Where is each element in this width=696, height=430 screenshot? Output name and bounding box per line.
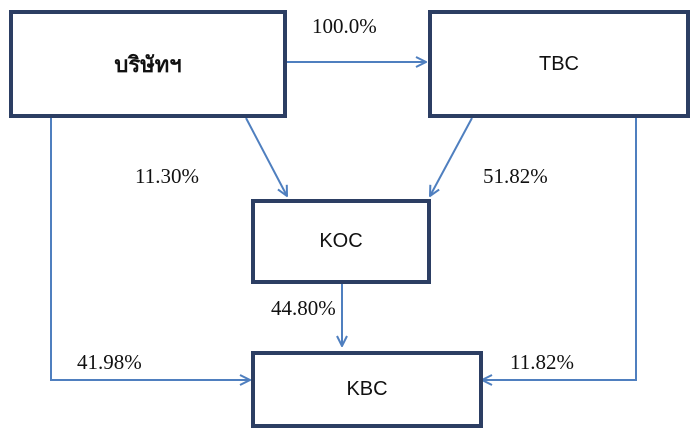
arrow-company-to-kbc: [50, 118, 250, 380]
label-company-to-koc: 11.30%: [135, 164, 199, 188]
arrow-tbc-to-koc: [430, 117, 473, 196]
node-kbc: KBC: [251, 351, 483, 428]
arrow-company-to-koc: [245, 117, 287, 196]
label-tbc-to-kbc: 11.82%: [510, 350, 574, 374]
label-company-to-kbc: 41.98%: [77, 350, 142, 374]
arrow-tbc-to-kbc: [482, 118, 637, 380]
label-tbc-to-koc: 51.82%: [483, 164, 548, 188]
node-tbc: TBC: [428, 10, 690, 118]
node-company: บริษัทฯ: [9, 10, 287, 118]
node-koc: KOC: [251, 199, 431, 284]
label-koc-to-kbc: 44.80%: [271, 296, 336, 320]
label-company-to-tbc: 100.0%: [312, 14, 377, 38]
